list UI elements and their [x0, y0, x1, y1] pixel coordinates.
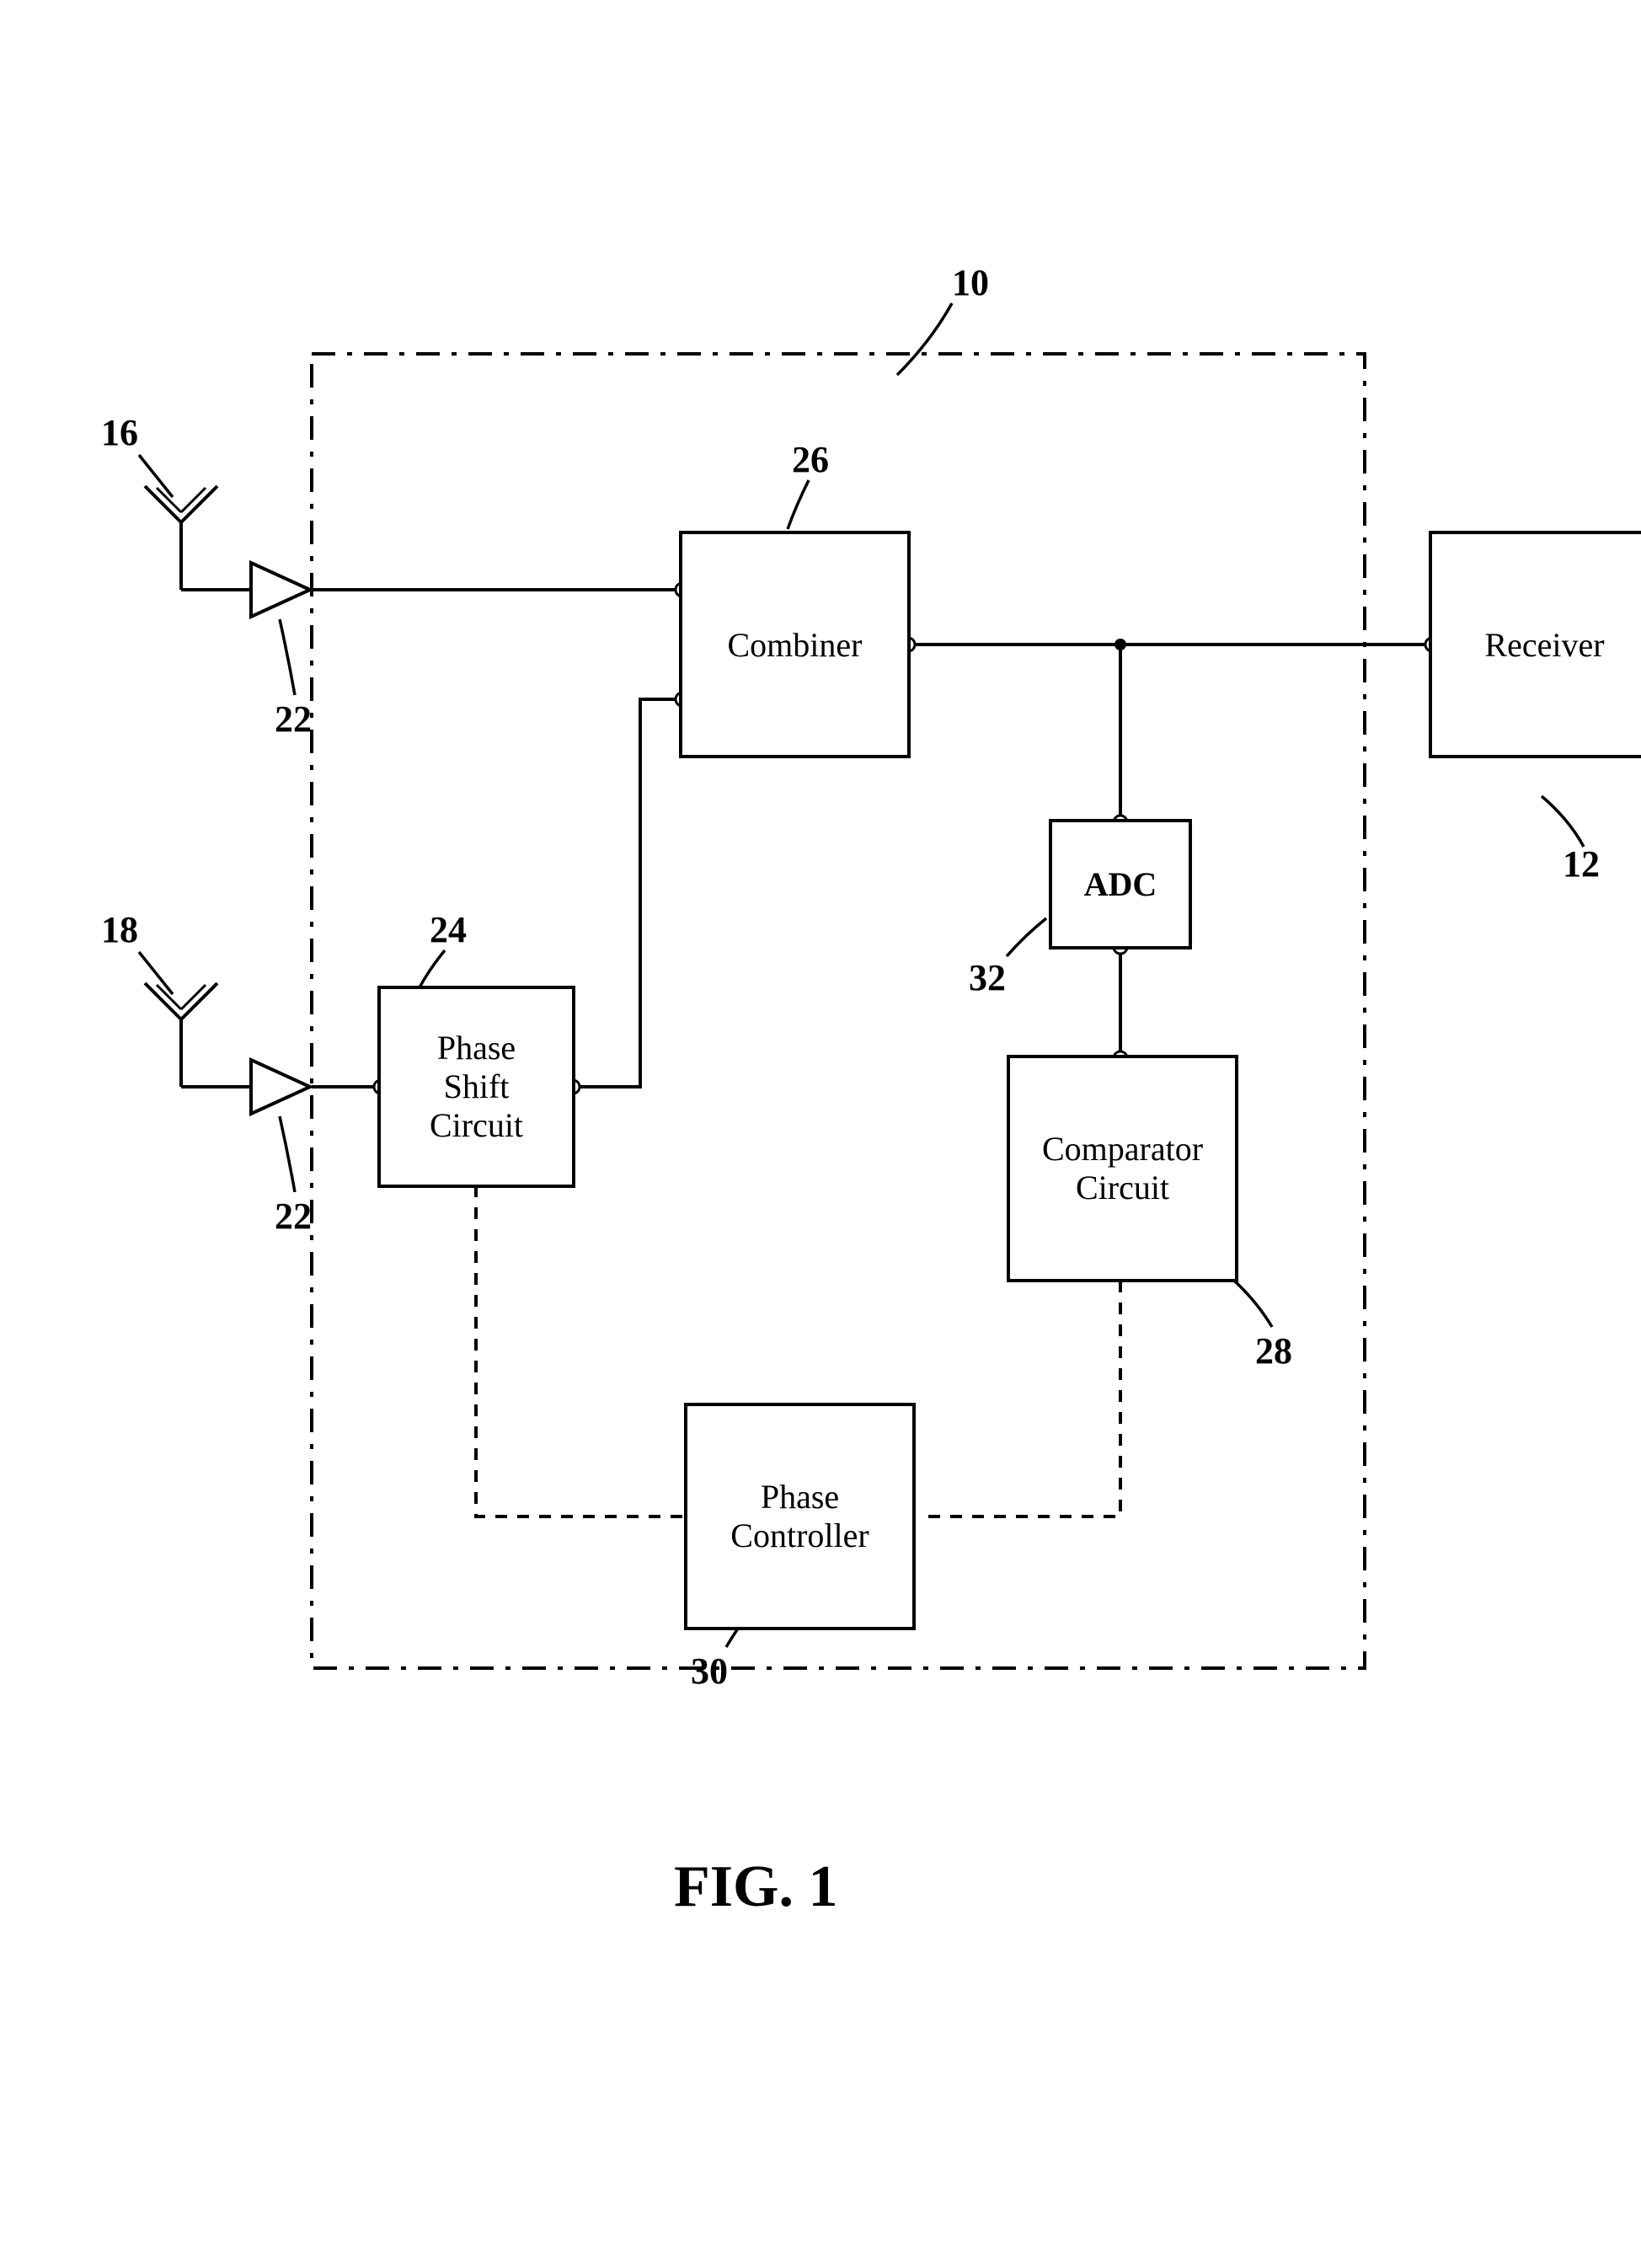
label-phase-controller-30: 30	[691, 1650, 728, 1693]
receiver-block: Receiver	[1429, 531, 1641, 758]
label-ant-bot-18: 18	[101, 908, 138, 951]
amplifier-top	[181, 563, 310, 617]
label-combiner-26: 26	[792, 438, 829, 481]
comparator-block: Comparator Circuit	[1007, 1055, 1238, 1282]
amplifier-bottom	[181, 1060, 310, 1114]
antenna-bottom	[145, 983, 217, 1087]
figure-caption: FIG. 1	[674, 1853, 837, 1921]
phase-controller-label: Phase Controller	[730, 1478, 869, 1555]
label-phase-shift-24: 24	[430, 908, 467, 951]
label-ant-top-16: 16	[101, 411, 138, 454]
phase-shift-block: Phase Shift Circuit	[377, 986, 575, 1188]
phase-controller-block: Phase Controller	[684, 1403, 916, 1630]
diagram-stage: Combiner Phase Shift Circuit ADC Compara…	[0, 0, 1641, 2268]
comparator-label: Comparator Circuit	[1042, 1130, 1203, 1207]
label-comparator-28: 28	[1255, 1329, 1292, 1372]
label-amp-top-22: 22	[275, 698, 312, 741]
label-amp-bot-22: 22	[275, 1195, 312, 1238]
phase-shift-label: Phase Shift Circuit	[430, 1029, 523, 1145]
adc-label: ADC	[1084, 864, 1157, 904]
control-phasecontroller-to-phaseshift	[476, 1188, 682, 1516]
label-receiver-12: 12	[1563, 842, 1600, 885]
junction-dot	[1114, 639, 1126, 650]
adc-block: ADC	[1049, 819, 1192, 949]
wire-phaseshift-to-combiner	[578, 699, 677, 1087]
receiver-label: Receiver	[1484, 625, 1604, 665]
combiner-label: Combiner	[728, 625, 863, 665]
antenna-top	[145, 486, 217, 590]
label-adc-32: 32	[969, 956, 1006, 999]
label-system-10: 10	[952, 261, 989, 304]
control-comparator-to-phasecontroller	[918, 1281, 1120, 1516]
wiring-svg	[0, 0, 1641, 2268]
combiner-block: Combiner	[679, 531, 911, 758]
